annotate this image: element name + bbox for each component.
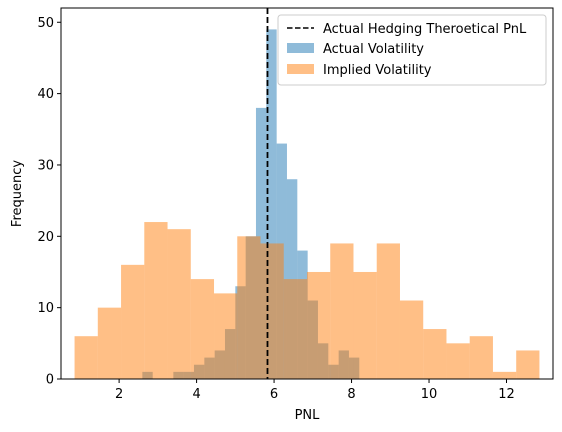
x-tick-label: 8	[347, 387, 355, 402]
bar-implied-volatility	[307, 271, 331, 379]
y-axis-label: Frequency	[10, 160, 25, 227]
y-tick-label: 30	[37, 158, 54, 173]
x-tick-label: 4	[192, 387, 200, 402]
bar-implied-volatility	[167, 229, 191, 379]
bar-implied-volatility	[353, 271, 377, 379]
bar-implied-volatility	[283, 279, 307, 379]
bar-implied-volatility	[144, 222, 168, 379]
bar-implied-volatility	[121, 264, 145, 379]
legend: Actual Hedging Theroetical PnL Actual Vo…	[277, 14, 547, 86]
y-tick-label: 40	[37, 87, 54, 102]
bar-implied-volatility	[516, 350, 540, 379]
x-tick-label: 6	[270, 387, 278, 402]
x-tick-label: 10	[421, 387, 438, 402]
legend-swatch-implied-volatility	[287, 64, 314, 74]
x-tick-label: 2	[115, 387, 123, 402]
legend-box	[277, 14, 547, 86]
x-tick-label: 12	[498, 387, 515, 402]
x-axis-label: PNL	[295, 408, 321, 423]
legend-swatch-actual-volatility	[287, 43, 314, 53]
legend-label-actual-volatility: Actual Volatility	[323, 42, 424, 57]
y-tick-label: 20	[37, 230, 54, 245]
bar-implied-volatility	[74, 336, 98, 379]
bar-implied-volatility	[469, 336, 493, 379]
bar-implied-volatility	[399, 300, 424, 379]
bar-implied-volatility	[214, 293, 238, 379]
bar-implied-volatility	[492, 371, 517, 379]
bar-implied-volatility	[190, 279, 215, 379]
bar-implied-volatility	[376, 243, 400, 379]
legend-label-implied-volatility: Implied Volatility	[323, 63, 432, 78]
plot-frame	[60, 7, 554, 380]
bar-actual-volatility	[266, 29, 277, 380]
bar-implied-volatility	[446, 343, 470, 379]
bar-implied-volatility	[330, 243, 354, 379]
y-tick-label: 50	[37, 16, 54, 31]
legend-label-reference-line: Actual Hedging Theroetical PnL	[323, 22, 527, 37]
bar-implied-volatility	[423, 329, 447, 379]
bar-implied-volatility	[260, 243, 284, 379]
bar-implied-volatility	[97, 307, 122, 379]
bar-implied-volatility	[237, 236, 261, 379]
y-tick-label: 0	[46, 373, 54, 388]
y-tick-label: 10	[37, 301, 54, 316]
